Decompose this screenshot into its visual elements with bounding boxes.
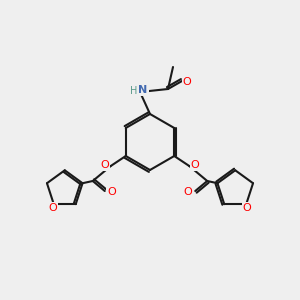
Text: H: H (130, 86, 138, 96)
Text: O: O (183, 77, 191, 87)
Text: O: O (184, 187, 193, 197)
Text: O: O (100, 160, 109, 170)
Text: O: O (48, 203, 57, 213)
Text: O: O (107, 187, 116, 197)
Text: O: O (191, 160, 200, 170)
Text: N: N (138, 85, 148, 95)
Text: O: O (243, 203, 252, 213)
